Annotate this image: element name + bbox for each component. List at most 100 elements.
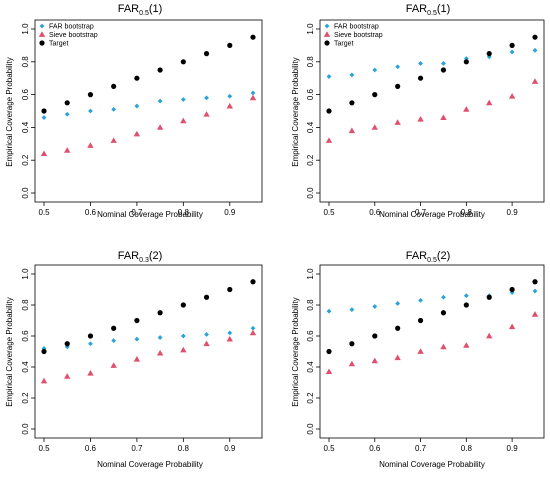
data-point [87,92,94,98]
chart-title: FAR0.3(2) [118,250,163,264]
x-tick-label: 0.8 [178,208,190,217]
data-point [134,336,140,342]
y-tick-label: 0.4 [306,361,315,373]
x-tick-label: 0.9 [224,208,236,217]
data-point [180,346,187,353]
data-point [463,293,469,299]
data-point [64,373,71,379]
data-point [326,108,332,114]
x-tick-label: 0.9 [507,444,519,453]
plot-frame [319,264,545,439]
data-point [111,106,117,112]
data-point [111,83,117,89]
data-point [203,294,210,300]
x-tick-label: 0.6 [369,444,381,453]
x-tick-label: 0.9 [507,208,519,217]
series-target [41,34,256,114]
x-tick-label: 0.6 [369,208,381,217]
data-point [486,99,493,106]
plot-frame [34,19,263,203]
data-point [64,341,70,347]
x-tick-label: 0.5 [38,208,50,217]
data-point [395,83,401,89]
data-point [531,78,539,84]
data-point [418,297,423,303]
data-point [372,304,378,309]
data-point [157,335,163,340]
x-tick-label: 0.7 [131,444,143,453]
data-point [326,308,332,314]
data-point [326,74,332,79]
data-point [372,333,378,339]
y-tick-label: 0.6 [306,330,315,342]
chart-title: FAR0.5(2) [406,250,451,264]
data-point [348,360,356,367]
data-point [250,279,256,285]
data-point [87,142,94,148]
data-point [532,34,538,40]
x-tick-label: 0.7 [131,208,143,217]
data-point [508,93,516,99]
data-point [204,332,209,337]
data-point [134,103,140,109]
y-tick-label: 0.4 [21,361,30,373]
data-point [203,51,210,57]
data-point [64,100,70,106]
x-tick-label: 0.5 [323,444,335,453]
data-point [41,115,47,120]
title-suffix: (2) [149,250,162,262]
legend-label: FAR bootstrap [49,24,94,31]
data-point [180,59,186,65]
series-sieve-bootstrap [40,329,257,384]
data-point [349,72,355,78]
data-point [486,54,492,60]
data-point [250,34,256,40]
data-point [532,288,538,294]
y-tick-label: 0.2 [306,392,315,404]
plot-frame [34,264,263,439]
legend-marker [39,23,45,29]
y-tick-label: 0.4 [306,121,315,133]
data-point [349,341,355,347]
x-tick-label: 0.9 [224,444,236,453]
data-point [440,67,447,73]
series-sieve-bootstrap [325,311,539,375]
y-tick-label: 0.0 [306,187,315,199]
data-point [463,106,470,112]
series-far-bootstrap [326,47,538,79]
data-point [87,333,94,339]
y-axis-label: Empirical Coverage Probability [5,57,14,166]
data-point [156,124,164,130]
x-axis-label: Nominal Coverage Probability [97,460,203,469]
data-point [325,368,333,375]
y-tick-label: 0.6 [21,330,30,342]
chart-panel-1: FAR0.5(1)0.5 0.6 0.7 0.8 0.90.00.20.40.60.81… [5,3,263,219]
title-subscript: 0.3 [139,257,149,264]
y-tick-label: 1.0 [306,23,315,35]
title-main: FAR [118,3,139,15]
data-point [418,61,423,66]
data-point [180,333,186,339]
chart-panel-2: FAR0.5(1)0.5 0.6 0.7 0.8 0.90.00.20.40.60.81… [291,3,545,219]
data-point [41,348,47,355]
chart-title: FAR0.5(1) [118,3,163,17]
data-point [532,47,538,53]
title-suffix: (1) [149,3,162,15]
y-tick-label: 0.4 [21,121,30,133]
data-point [463,59,469,65]
title-main: FAR [118,250,139,262]
legend-marker [324,40,330,46]
data-point [463,302,469,308]
data-point [40,150,48,157]
chart-title: FAR0.5(1) [406,3,451,17]
data-point [531,311,539,317]
data-point [372,67,378,73]
legend-label: Sieve bootstrap [49,32,98,39]
data-point [486,294,492,300]
x-tick-label: 0.7 [415,208,427,217]
y-tick-label: 0.6 [306,88,315,100]
data-point [133,356,141,362]
data-point [110,362,117,368]
data-point [249,94,257,101]
